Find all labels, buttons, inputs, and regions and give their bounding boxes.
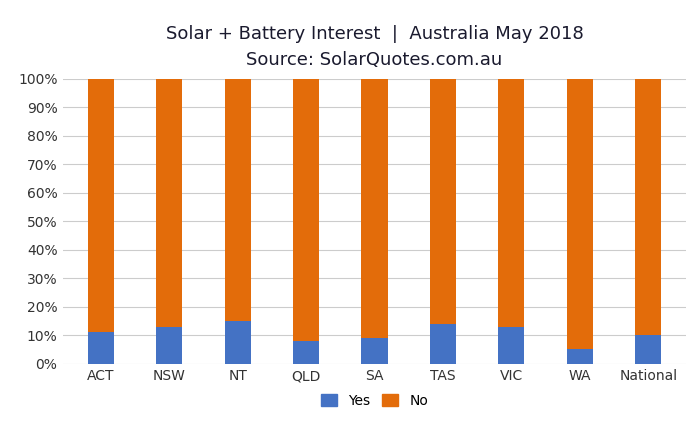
Bar [567, 79, 593, 350]
Bar [567, 350, 593, 364]
Bar [636, 79, 662, 335]
Bar [88, 332, 113, 364]
Bar [636, 335, 662, 364]
Bar [225, 321, 251, 364]
Bar [361, 79, 388, 338]
Bar [293, 79, 319, 341]
Bar [225, 79, 251, 321]
Bar [88, 79, 113, 332]
Legend: Yes, No: Yes, No [315, 389, 434, 413]
Bar [498, 327, 524, 364]
Bar [498, 79, 524, 327]
Bar [361, 338, 388, 364]
Bar [430, 324, 456, 364]
Bar [156, 327, 182, 364]
Bar [156, 79, 182, 327]
Bar [293, 341, 319, 364]
Bar [430, 79, 456, 324]
Title: Solar + Battery Interest  |  Australia May 2018
Source: SolarQuotes.com.au: Solar + Battery Interest | Australia May… [166, 25, 583, 69]
